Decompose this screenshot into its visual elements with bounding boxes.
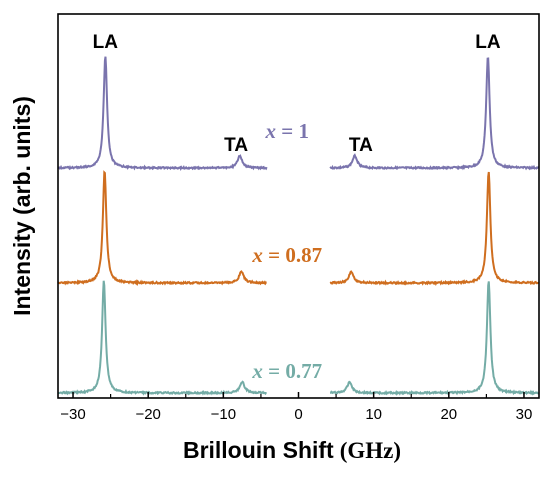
spectrum-traces [57, 56, 540, 396]
la-label-right: LA [475, 32, 501, 53]
series-label-1: x = 1 [264, 119, 308, 143]
x-tick-label: −10 [211, 406, 236, 423]
x-tick-label: 10 [365, 406, 382, 423]
y-axis-label: Intensity (arb. units) [9, 96, 35, 316]
x-tick-label: 20 [440, 406, 457, 423]
series-label-3: x = 0.77 [251, 359, 322, 383]
spectrum-line-2-left [57, 170, 267, 287]
plot-frame [57, 13, 540, 399]
x-tick-label: 30 [516, 406, 533, 423]
la-label-left: LA [93, 32, 119, 53]
spectrum-line-1-right [329, 57, 540, 171]
x-tick-label: −20 [135, 406, 160, 423]
x-axis-ticks: −30 −20 −10 0 10 20 30 [60, 392, 532, 423]
ta-label-left: TA [224, 135, 248, 156]
x-tick-label: 0 [294, 406, 302, 423]
x-axis-label: Brillouin Shift (GHz) [183, 437, 401, 463]
peak-labels: x = 1 x = 0.87 x = 0.77 LA LA TA TA [93, 32, 501, 383]
spectrum-line-3-right [329, 281, 540, 396]
spectrum-line-3-left [57, 280, 267, 396]
spectrum-line-1-left [57, 56, 268, 171]
x-tick-label: −30 [60, 406, 85, 423]
series-label-2: x = 0.87 [251, 243, 322, 267]
spectrum-line-2-right [329, 171, 540, 286]
ta-label-right: TA [349, 135, 373, 156]
